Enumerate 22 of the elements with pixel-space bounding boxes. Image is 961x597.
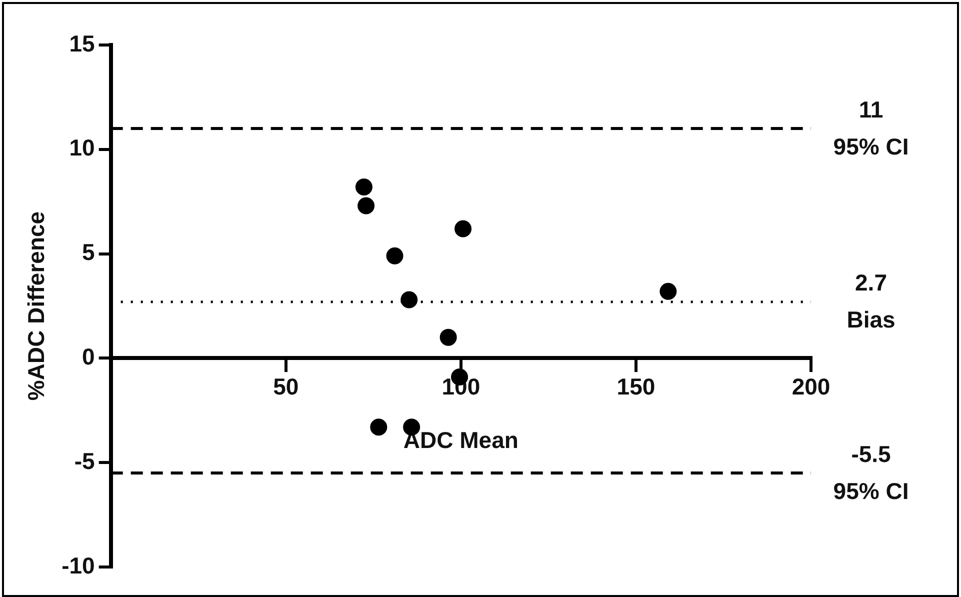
y-axis-title: %ADC Difference [23, 211, 50, 401]
x-tick-label: 200 [792, 373, 830, 400]
ref-line-label: -5.5 95% CI [833, 440, 909, 504]
point [370, 418, 388, 436]
y-tick-label: 10 [69, 134, 95, 161]
point [660, 282, 677, 300]
y-tick-label: 0 [82, 344, 95, 370]
x-axis-title: ADC Mean [403, 426, 518, 453]
x-tick-label: 50 [273, 373, 299, 400]
y-tick-label: 15 [69, 30, 96, 56]
y-tick-label: 5 [82, 239, 96, 266]
point [400, 291, 418, 308]
ref-line-label: 11 95% CI [833, 96, 909, 160]
point [440, 328, 457, 346]
point [355, 178, 372, 196]
point [454, 220, 472, 238]
y-tick-label: -5 [74, 448, 96, 474]
x-tick-label: 150 [616, 373, 656, 400]
y-tick-label: -10 [62, 552, 95, 578]
ref-line-label: 2.7 Bias [846, 270, 896, 333]
point [358, 197, 375, 214]
point [386, 247, 404, 264]
